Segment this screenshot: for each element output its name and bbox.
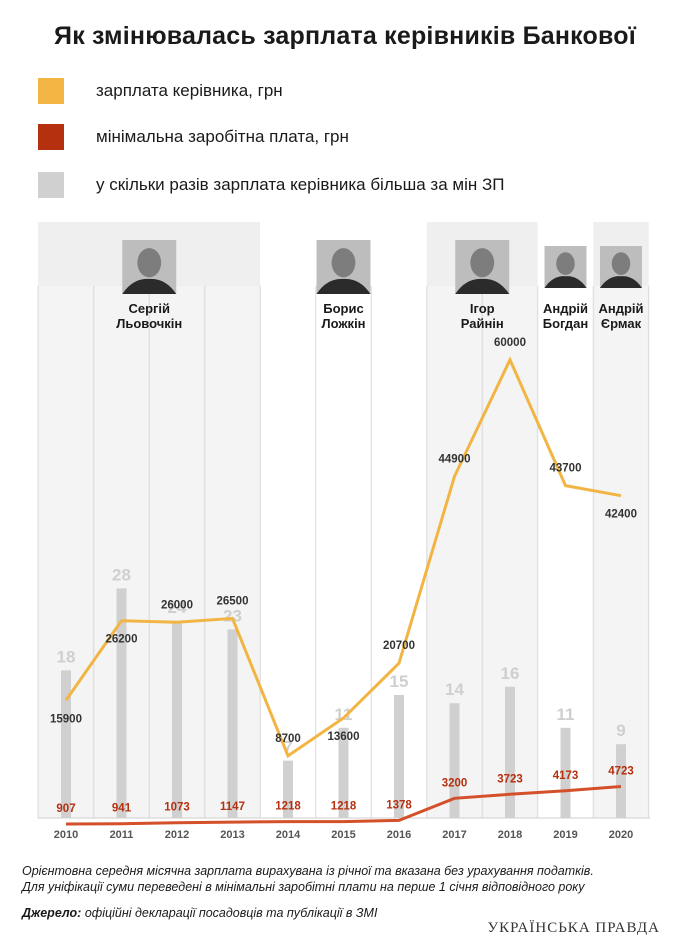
- portrait-body-3: [544, 276, 587, 288]
- note-line-2: Для уніфікації суми переведені в мінімал…: [22, 880, 585, 894]
- ratio-bar-2016: [394, 695, 404, 818]
- legend-label-ratio: у скільки разів зарплата керівника більш…: [96, 175, 505, 194]
- ratio-bar-2018: [505, 686, 515, 818]
- portrait-body-0: [122, 278, 177, 294]
- ratio-bar-2012: [172, 621, 182, 818]
- ratio-bar-2013: [227, 629, 238, 818]
- min-wage-label-2018: 3723: [497, 773, 523, 785]
- min-wage-line: [65, 785, 622, 826]
- ratio-label-2010: 18: [57, 647, 76, 666]
- legend-label-salary: зарплата керівника, грн: [96, 81, 283, 100]
- salary-line: [64, 356, 622, 759]
- legend-swatch-ratio: [38, 172, 64, 198]
- ratio-label-2011: 28: [112, 565, 131, 584]
- portrait-head-0: [137, 248, 162, 278]
- x-tick-2010: 2010: [54, 829, 78, 841]
- ratio-label-2020: 9: [616, 721, 625, 740]
- portrait-0: [122, 240, 177, 294]
- head-name-first-3: Андрій: [543, 301, 588, 316]
- portrait-head-1: [331, 248, 356, 278]
- x-tick-2017: 2017: [442, 829, 466, 841]
- min-wage-label-2016: 1378: [386, 799, 412, 811]
- head-name-last-1: Ложкін: [321, 316, 365, 331]
- x-tick-2020: 2020: [609, 829, 633, 841]
- salary-label-2018: 60000: [494, 337, 526, 349]
- x-tick-2011: 2011: [110, 829, 134, 841]
- x-tick-2016: 2016: [387, 829, 411, 841]
- page-title: Як змінювалась зарплата керівників Банко…: [54, 22, 636, 50]
- min-wage-label-2017: 3200: [442, 777, 468, 789]
- portrait-head-3: [556, 252, 575, 275]
- source-label: Джерело:: [22, 906, 82, 920]
- brand-logo: УКРАЇНСЬКА ПРАВДА: [487, 920, 660, 936]
- legend-label-min-wage: мінімальна заробітна плата, грн: [96, 127, 349, 146]
- portrait-head-4: [611, 252, 631, 275]
- salary-label-2019: 43700: [550, 463, 582, 475]
- ratio-bar-2015: [338, 727, 349, 818]
- salary-label-2017: 44900: [439, 453, 471, 465]
- salary-label-2012: 26000: [161, 599, 193, 611]
- min-wage-label-2015: 1218: [331, 801, 357, 813]
- salary-label-2015: 13600: [328, 731, 360, 743]
- portrait-body-4: [600, 276, 642, 288]
- ratio-label-2018: 16: [501, 664, 520, 683]
- min-wage-label-2014: 1218: [275, 801, 301, 813]
- source-note: Джерело: офіційні декларації посадовців …: [22, 906, 377, 920]
- salary-label-2016: 20700: [383, 640, 415, 652]
- head-name-last-3: Богдан: [543, 316, 589, 331]
- portrait-2: [455, 240, 510, 294]
- ratio-label-2013: 23: [223, 606, 242, 625]
- portrait-3: [544, 246, 587, 288]
- portrait-body-1: [316, 278, 371, 294]
- min-wage-label-2010: 907: [56, 803, 75, 815]
- ratio-label-2019: 11: [557, 705, 575, 724]
- portrait-1: [316, 240, 371, 294]
- ratio-bar-2017: [449, 703, 460, 818]
- x-tick-2019: 2019: [553, 829, 577, 841]
- salary-label-2013: 26500: [217, 595, 249, 607]
- ratio-bar-2010: [61, 670, 71, 818]
- ratio-bar-2019: [560, 727, 571, 818]
- ratio-label-2016: 15: [390, 672, 409, 691]
- head-name-first-4: Андрій: [598, 301, 643, 316]
- note-line-1: Орієнтовна середня місячна зарплата вира…: [22, 864, 594, 878]
- ratio-bar-2011: [116, 588, 127, 818]
- head-name-last-2: Райнін: [461, 316, 504, 331]
- salary-label-2011: 26200: [106, 634, 138, 646]
- min-wage-label-2013: 1147: [220, 801, 245, 813]
- ratio-bar-2020: [616, 744, 626, 818]
- portrait-head-2: [470, 248, 495, 278]
- head-name-last-4: Єрмак: [601, 316, 642, 331]
- portrait-body-2: [455, 278, 510, 294]
- x-tick-2015: 2015: [331, 829, 355, 841]
- portrait-4: [600, 246, 642, 288]
- min-wage-label-2019: 4173: [553, 770, 579, 782]
- min-wage-label-2011: 941: [112, 803, 132, 815]
- ratio-bar-2014: [283, 760, 293, 818]
- year-column-2020: [594, 286, 648, 818]
- head-name-last-0: Льовочкін: [116, 316, 182, 331]
- salary-label-2014: 8700: [275, 733, 301, 745]
- min-wage-label-2020: 4723: [608, 766, 634, 778]
- x-tick-2018: 2018: [498, 829, 522, 841]
- head-name-first-2: Ігор: [470, 301, 495, 316]
- salary-label-2010: 15900: [50, 713, 82, 725]
- ratio-label-2017: 14: [445, 680, 464, 699]
- min-wage-label-2012: 1073: [164, 802, 190, 814]
- ratio-label-2014: 7: [283, 738, 292, 757]
- ratio-label-2015: 11: [335, 705, 353, 724]
- x-tick-2012: 2012: [165, 829, 189, 841]
- ratio-label-2012: 24: [168, 598, 187, 617]
- legend-swatch-salary: [38, 78, 64, 104]
- salary-label-2020: 42400: [605, 509, 637, 521]
- x-tick-2014: 2014: [276, 829, 301, 841]
- head-name-first-0: Сергій: [128, 301, 170, 316]
- x-tick-2013: 2013: [220, 829, 244, 841]
- legend-swatch-min-wage: [38, 124, 64, 150]
- head-name-first-1: Борис: [323, 301, 363, 316]
- source-text: офіційні декларації посадовців та публік…: [81, 906, 378, 920]
- year-column-2014: [261, 286, 315, 818]
